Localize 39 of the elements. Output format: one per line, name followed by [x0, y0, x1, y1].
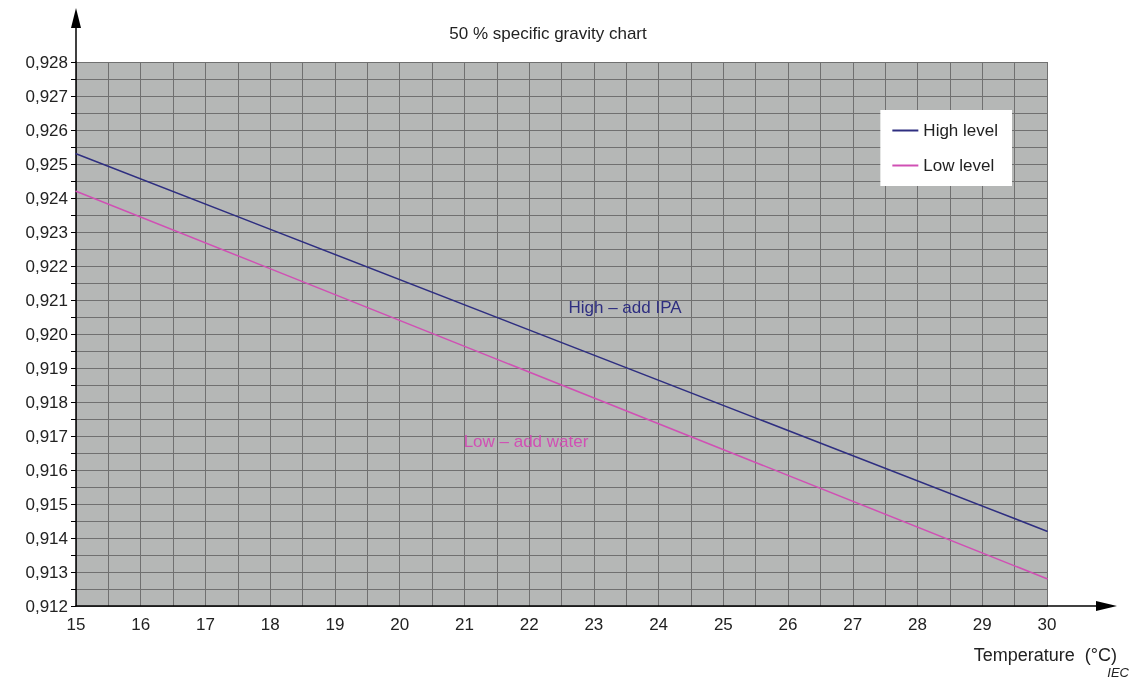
legend-label: Low level: [923, 156, 995, 175]
x-tick-label: 17: [196, 615, 215, 634]
x-tick-label: 20: [390, 615, 410, 634]
y-tick-label: 0,916: [25, 460, 68, 480]
y-tick-label: 0,923: [25, 222, 68, 242]
y-tick-label: 0,914: [25, 528, 68, 548]
x-tick-label: 28: [908, 615, 927, 634]
chart-title: 50 % specific gravity chart: [449, 24, 648, 43]
x-tick-label: 30: [1037, 615, 1057, 634]
y-tick-label: 0,917: [25, 426, 68, 446]
x-tick-label: 27: [843, 615, 863, 634]
x-tick-label: 22: [519, 615, 539, 634]
x-tick-label: 29: [972, 615, 992, 634]
y-tick-label: 0,920: [25, 324, 68, 344]
x-tick-label: 23: [584, 615, 604, 634]
y-tick-label: 0,925: [25, 154, 68, 174]
y-tick-label: 0,927: [25, 86, 68, 106]
x-tick-label: 26: [778, 615, 798, 634]
y-tick-label: 0,922: [25, 256, 68, 276]
y-tick-label: 0,924: [25, 188, 68, 208]
x-axis-title: Temperature (°C): [973, 645, 1118, 665]
y-tick-label: 0,921: [25, 290, 68, 310]
x-tick-label: 18: [260, 615, 280, 634]
x-tick-label: 19: [325, 615, 345, 634]
y-tick-label: 0,919: [25, 358, 68, 378]
y-tick-label: 0,912: [25, 596, 68, 616]
y-tick-label: 0,926: [25, 120, 68, 140]
y-tick-label: 0,918: [25, 392, 68, 412]
y-tick-label: 0,928: [25, 52, 68, 72]
x-tick-label: 21: [454, 615, 474, 634]
x-tick-label: 25: [713, 615, 733, 634]
y-tick-label: 0,915: [25, 494, 68, 514]
y-tick-label: 0,913: [25, 562, 68, 582]
annotation: High – add IPA: [568, 297, 683, 317]
x-tick-label: 15: [66, 615, 86, 634]
x-tick-label: 24: [649, 615, 669, 634]
text: IEC: [1107, 665, 1130, 680]
x-tick-label: 16: [131, 615, 151, 634]
legend-label: High level: [923, 121, 999, 140]
